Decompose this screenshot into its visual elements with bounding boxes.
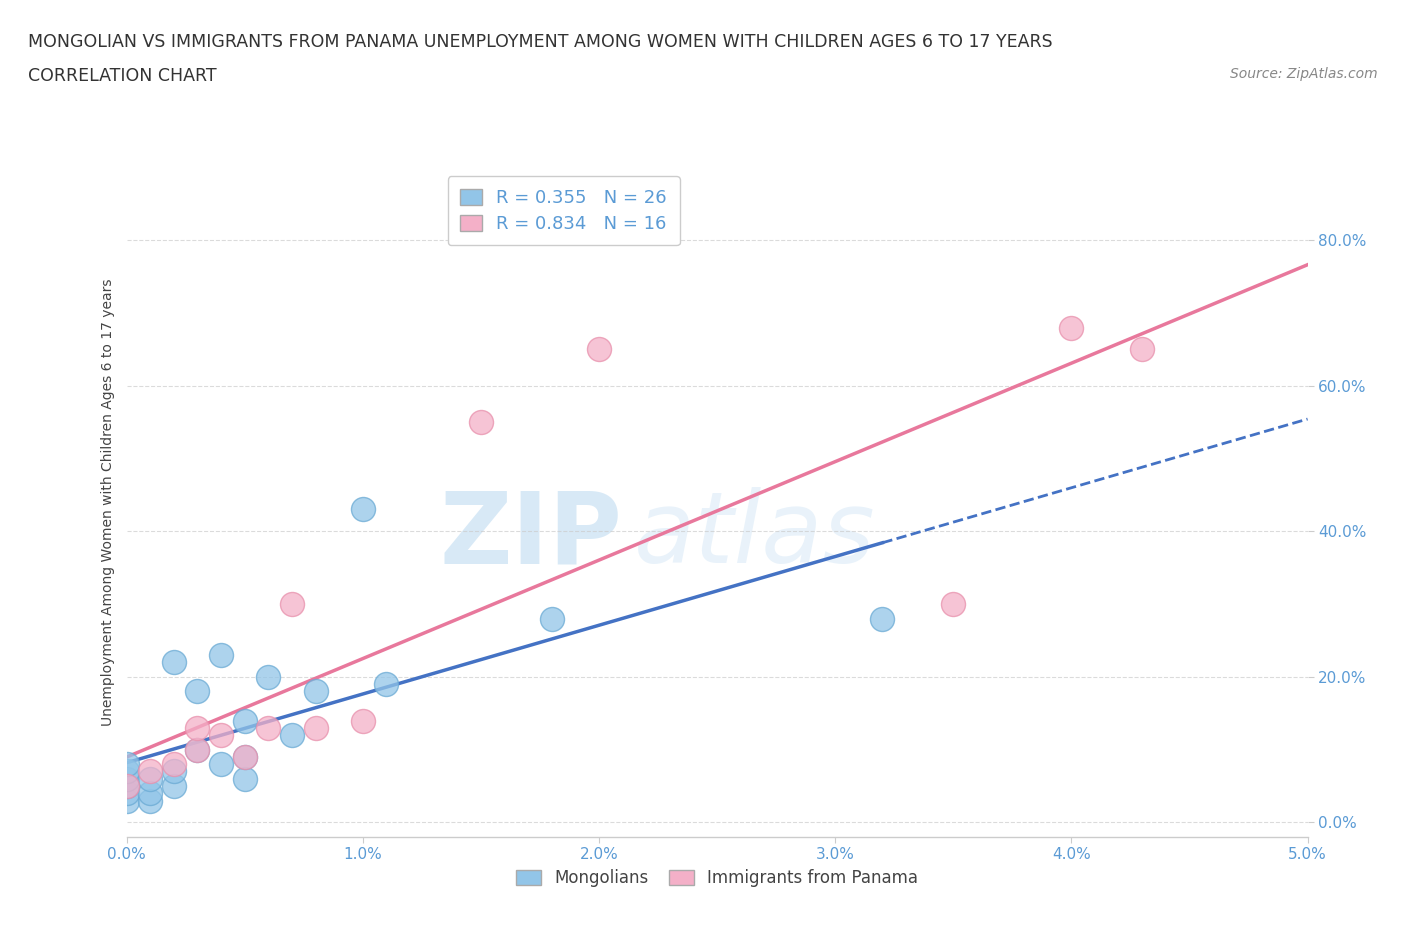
Point [115,757,138,772]
Point [942,597,965,612]
Point [872,611,894,626]
Point [233,771,256,786]
Text: MONGOLIAN VS IMMIGRANTS FROM PANAMA UNEMPLOYMENT AMONG WOMEN WITH CHILDREN AGES : MONGOLIAN VS IMMIGRANTS FROM PANAMA UNEM… [28,33,1053,50]
Text: CORRELATION CHART: CORRELATION CHART [28,67,217,85]
Point [375,677,398,692]
Point [588,342,610,357]
Y-axis label: Unemployment Among Women with Children Ages 6 to 17 years: Unemployment Among Women with Children A… [101,278,115,726]
Point [209,727,232,742]
Text: ZIP: ZIP [440,487,623,584]
Point [163,764,186,779]
Point [304,721,326,736]
Legend: Mongolians, Immigrants from Panama: Mongolians, Immigrants from Panama [508,861,927,896]
Point [115,793,138,808]
Point [163,757,186,772]
Point [209,647,232,662]
Text: Source: ZipAtlas.com: Source: ZipAtlas.com [1230,67,1378,81]
Point [163,655,186,670]
Point [281,727,304,742]
Point [304,684,326,698]
Point [139,793,162,808]
Point [233,713,256,728]
Point [163,778,186,793]
Text: atlas: atlas [634,487,876,584]
Point [186,684,208,698]
Point [352,713,374,728]
Point [139,786,162,801]
Point [540,611,562,626]
Point [139,764,162,779]
Point [115,778,138,793]
Point [139,771,162,786]
Point [470,415,492,430]
Point [257,670,280,684]
Point [115,778,138,793]
Point [115,786,138,801]
Point [233,750,256,764]
Point [281,597,304,612]
Point [115,764,138,779]
Point [257,721,280,736]
Point [115,771,138,786]
Point [186,721,208,736]
Point [1060,320,1083,335]
Point [209,757,232,772]
Point [186,742,208,757]
Point [352,502,374,517]
Point [1130,342,1153,357]
Point [233,750,256,764]
Point [186,742,208,757]
